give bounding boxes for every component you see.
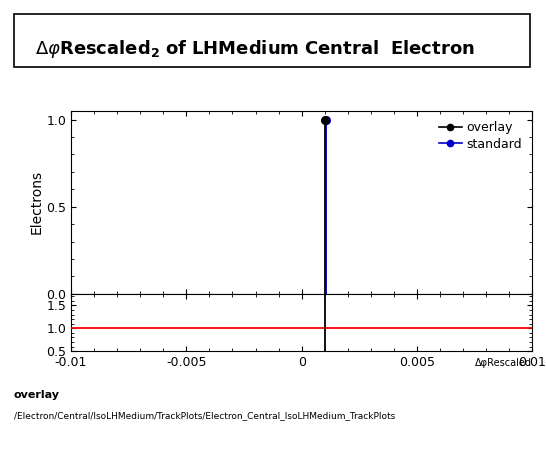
Text: overlay: overlay (14, 390, 60, 401)
Y-axis label: Electrons: Electrons (29, 170, 43, 234)
Text: $\Delta\varphi$$\bf{Rescaled}$$_{\bf{2}}$$\bf{\ of\ LHMedium\ Central\ \ Electro: $\Delta\varphi$$\bf{Rescaled}$$_{\bf{2}}… (35, 37, 475, 60)
Text: /Electron/Central/IsoLHMedium/TrackPlots/Electron_Central_IsoLHMedium_TrackPlots: /Electron/Central/IsoLHMedium/TrackPlots… (14, 411, 395, 420)
Text: ΔφRescaled: ΔφRescaled (476, 358, 532, 368)
Legend: overlay, standard: overlay, standard (436, 117, 526, 154)
